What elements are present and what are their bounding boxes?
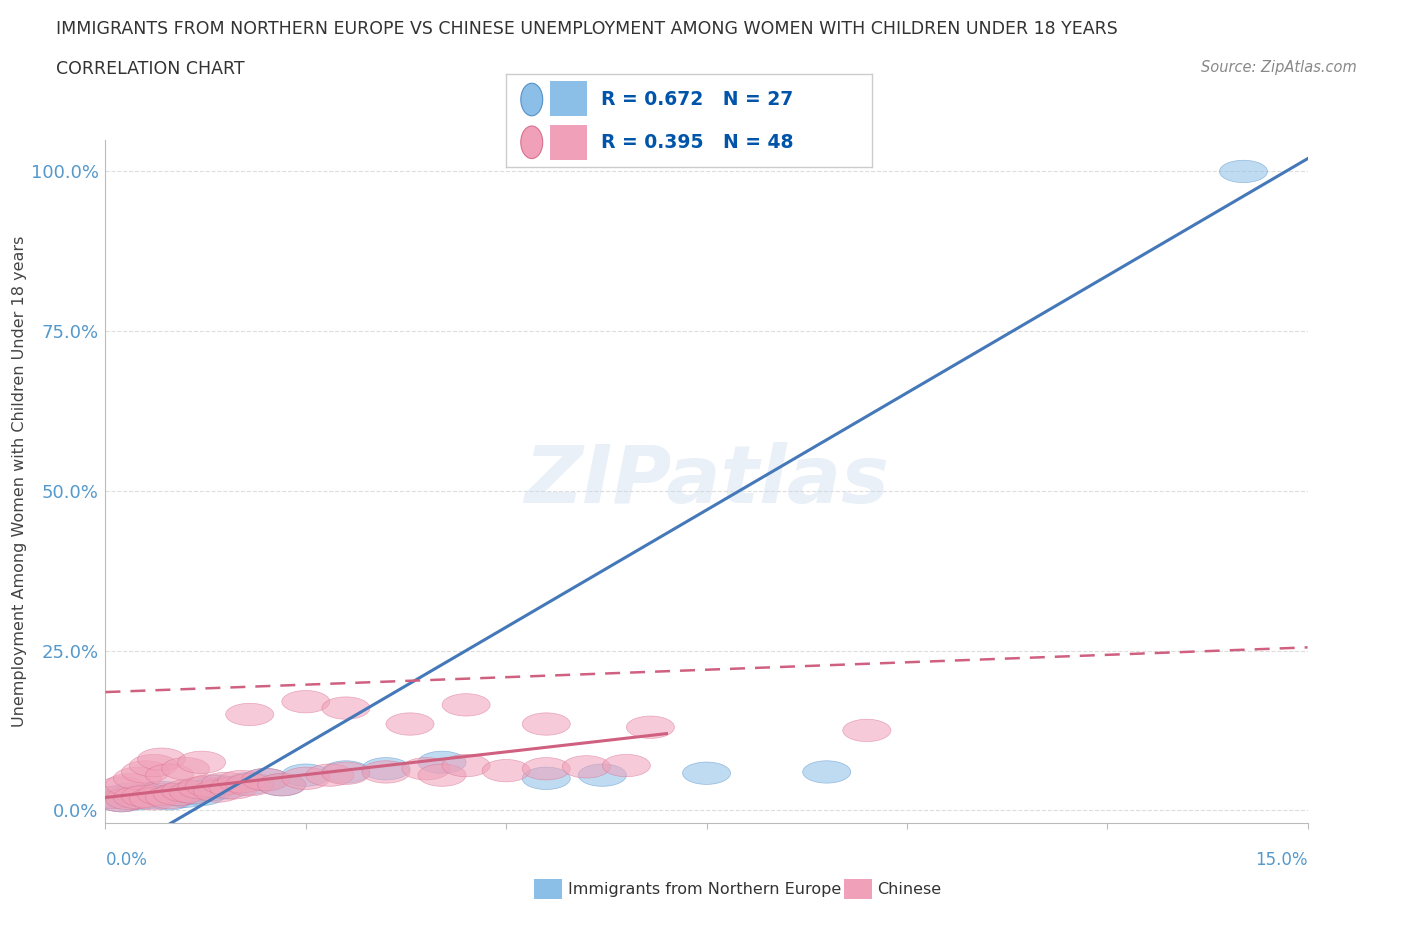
Ellipse shape [105, 783, 153, 805]
Ellipse shape [225, 772, 274, 794]
Ellipse shape [129, 754, 177, 777]
Text: R = 0.672   N = 27: R = 0.672 N = 27 [602, 90, 793, 109]
Ellipse shape [138, 783, 186, 805]
Ellipse shape [90, 787, 138, 809]
Ellipse shape [842, 719, 891, 741]
Ellipse shape [522, 713, 571, 736]
Ellipse shape [146, 764, 194, 787]
Ellipse shape [361, 758, 411, 780]
Ellipse shape [170, 781, 218, 804]
Text: Source: ZipAtlas.com: Source: ZipAtlas.com [1201, 60, 1357, 75]
Text: 0.0%: 0.0% [105, 851, 148, 869]
Ellipse shape [627, 716, 675, 738]
Ellipse shape [281, 690, 330, 713]
Ellipse shape [1219, 160, 1268, 182]
Ellipse shape [177, 783, 225, 805]
Ellipse shape [162, 758, 209, 780]
Text: ZIPatlas: ZIPatlas [524, 443, 889, 520]
Text: CORRELATION CHART: CORRELATION CHART [56, 60, 245, 78]
Ellipse shape [177, 751, 225, 774]
Ellipse shape [162, 785, 209, 807]
Ellipse shape [225, 703, 274, 725]
Ellipse shape [153, 783, 201, 805]
Ellipse shape [146, 787, 194, 809]
Ellipse shape [105, 774, 153, 796]
Ellipse shape [322, 761, 370, 783]
Ellipse shape [803, 761, 851, 783]
Ellipse shape [242, 768, 290, 790]
Ellipse shape [194, 780, 242, 803]
Ellipse shape [114, 787, 162, 809]
Ellipse shape [482, 760, 530, 782]
Ellipse shape [114, 767, 162, 790]
Ellipse shape [121, 761, 170, 783]
Ellipse shape [307, 764, 354, 787]
Ellipse shape [90, 787, 138, 809]
Ellipse shape [522, 758, 571, 780]
Ellipse shape [138, 781, 186, 804]
Ellipse shape [520, 84, 543, 116]
Ellipse shape [170, 780, 218, 803]
Ellipse shape [177, 777, 225, 799]
Ellipse shape [322, 697, 370, 719]
Bar [550, 81, 586, 116]
Ellipse shape [97, 790, 146, 812]
Ellipse shape [441, 754, 491, 777]
Ellipse shape [402, 758, 450, 780]
Ellipse shape [281, 767, 330, 790]
Ellipse shape [201, 777, 250, 799]
Ellipse shape [105, 788, 153, 810]
Ellipse shape [129, 788, 177, 810]
Ellipse shape [97, 777, 146, 799]
Ellipse shape [153, 783, 201, 805]
Ellipse shape [218, 770, 266, 792]
Ellipse shape [209, 777, 257, 799]
Ellipse shape [121, 785, 170, 807]
Text: Immigrants from Northern Europe: Immigrants from Northern Europe [568, 882, 841, 897]
Ellipse shape [520, 126, 543, 159]
Text: R = 0.395   N = 48: R = 0.395 N = 48 [602, 133, 794, 152]
Ellipse shape [418, 764, 467, 787]
Ellipse shape [257, 774, 307, 796]
Ellipse shape [281, 764, 330, 787]
Ellipse shape [578, 764, 627, 787]
Ellipse shape [194, 775, 242, 797]
Ellipse shape [138, 748, 186, 770]
Ellipse shape [602, 754, 651, 777]
Ellipse shape [361, 761, 411, 783]
Ellipse shape [441, 694, 491, 716]
Text: Chinese: Chinese [877, 882, 942, 897]
Ellipse shape [97, 790, 146, 812]
Ellipse shape [114, 788, 162, 810]
Ellipse shape [385, 713, 434, 736]
Ellipse shape [129, 787, 177, 809]
Ellipse shape [225, 774, 274, 796]
Y-axis label: Unemployment Among Women with Children Under 18 years: Unemployment Among Women with Children U… [11, 235, 27, 727]
Ellipse shape [162, 780, 209, 803]
Ellipse shape [522, 767, 571, 790]
Ellipse shape [201, 772, 250, 794]
Ellipse shape [242, 768, 290, 790]
Text: 15.0%: 15.0% [1256, 851, 1308, 869]
Ellipse shape [257, 774, 307, 796]
Text: IMMIGRANTS FROM NORTHERN EUROPE VS CHINESE UNEMPLOYMENT AMONG WOMEN WITH CHILDRE: IMMIGRANTS FROM NORTHERN EUROPE VS CHINE… [56, 20, 1118, 38]
Bar [550, 125, 586, 160]
Ellipse shape [146, 788, 194, 810]
Ellipse shape [682, 762, 731, 784]
Ellipse shape [186, 775, 233, 797]
Ellipse shape [418, 751, 467, 774]
Ellipse shape [186, 778, 233, 801]
Ellipse shape [562, 756, 610, 778]
Ellipse shape [121, 785, 170, 807]
Ellipse shape [322, 762, 370, 784]
